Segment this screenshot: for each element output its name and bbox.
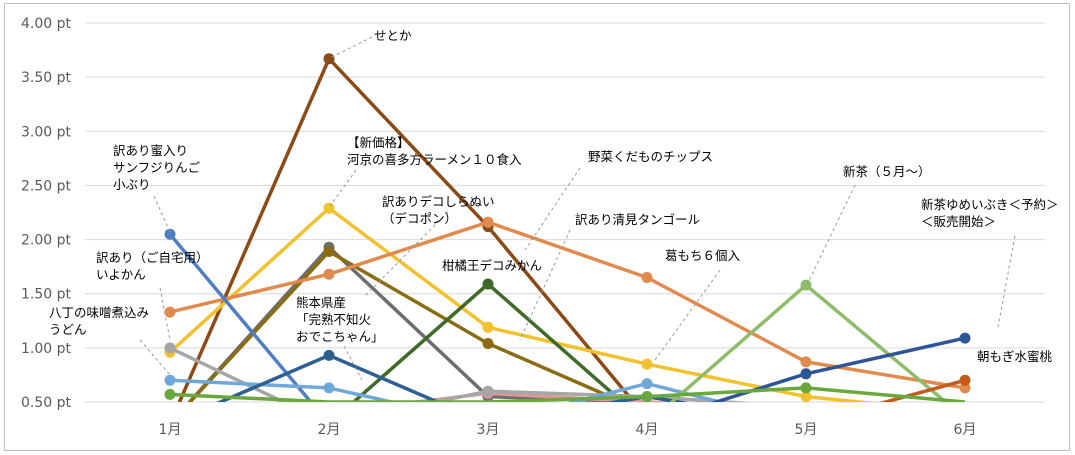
series-8: [164, 342, 753, 402]
annotation-leaders: [139, 36, 1016, 381]
annotation-leader: [329, 169, 357, 207]
data-point: [641, 391, 653, 402]
data-point: [164, 342, 176, 354]
data-point: [323, 53, 335, 65]
y-axis-ticks: 0.50 pt 1.00 pt 1.50 pt 2.00 pt 2.50 pt 3.00 …: [21, 16, 72, 411]
annotation-leader: [159, 287, 171, 341]
data-point: [800, 279, 812, 291]
data-point: [482, 338, 494, 349]
annotation-label: 訳あり清見タンゴール: [575, 212, 700, 227]
data-point: [482, 278, 494, 290]
data-point: [164, 228, 176, 240]
annotation-leader: [329, 36, 373, 59]
data-point: [323, 382, 335, 394]
annotation-label: 八丁の味噌煮込みうどん: [49, 305, 149, 337]
data-point: [641, 378, 653, 390]
series-line: [351, 282, 625, 402]
data-point: [641, 272, 653, 283]
data-point: [800, 356, 812, 368]
series-9: [164, 374, 728, 402]
data-point: [959, 332, 971, 344]
annotation-leader: [139, 339, 171, 376]
annotation-label: 訳ありデコしらぬい（デコポン）: [382, 194, 495, 226]
series-14: [164, 382, 966, 402]
series-1: [164, 202, 877, 402]
data-point: [323, 246, 335, 257]
series-13: [878, 374, 971, 402]
data-point: [323, 202, 335, 214]
y-tick-label: 4.00 pt: [21, 16, 72, 32]
series-11: [669, 279, 949, 402]
y-tick-label: 2.00 pt: [21, 233, 72, 249]
data-point: [641, 358, 653, 370]
data-point: [959, 374, 971, 386]
series-6: [164, 228, 314, 402]
series-line: [168, 233, 314, 402]
series-line: [168, 206, 877, 402]
data-point: [959, 382, 971, 394]
series-line: [169, 220, 966, 390]
data-point: [164, 374, 176, 386]
annotation-leader: [153, 195, 171, 233]
annotation-leader: [524, 167, 581, 251]
annotation-leader: [807, 184, 856, 284]
data-point: [164, 388, 176, 400]
data-point: [482, 321, 494, 333]
annotation-label: 熊本県産「完熟不知火おでこちゃん」: [296, 295, 384, 344]
series-lines: [164, 53, 971, 402]
annotation-label: せとか: [374, 28, 412, 43]
annotation-label: 葛もち６個入: [665, 248, 741, 263]
annotation-leader: [654, 269, 721, 361]
annotation-label: 新茶（５月〜）: [843, 164, 931, 179]
annotation-label: 訳あり（ご自宅用）いよかん: [96, 250, 209, 282]
series-line: [169, 386, 966, 402]
y-tick-label: 3.50 pt: [21, 70, 72, 86]
series-line: [216, 353, 690, 402]
x-tick-label: 6月: [954, 422, 977, 438]
data-point: [482, 216, 494, 228]
series-line: [169, 346, 753, 402]
data-point: [323, 349, 335, 361]
x-axis-ticks: 1月 2月 3月 4月 5月 6月: [159, 422, 977, 438]
x-tick-label: 4月: [636, 422, 659, 438]
annotation-label: 柑橘王デコみかん: [442, 258, 542, 273]
annotation-label: 新茶ゆめいぶき＜予約＞＜販売開始＞: [921, 197, 1059, 229]
annotation-label: 訳あり蜜入りサンフジりんご小ぶり: [113, 143, 201, 192]
data-point: [800, 368, 812, 380]
y-tick-label: 1.00 pt: [21, 341, 72, 357]
data-point: [800, 391, 812, 402]
data-point: [800, 382, 812, 394]
y-tick-label: 3.00 pt: [21, 124, 72, 140]
series-line: [710, 336, 966, 402]
annotation-leader: [519, 229, 571, 341]
x-tick-label: 5月: [795, 422, 818, 438]
series-12: [710, 332, 971, 402]
y-tick-label: 0.50 pt: [21, 395, 72, 411]
annotation-leader: [364, 211, 449, 297]
data-point: [323, 268, 335, 280]
series-line: [169, 378, 728, 402]
series-5: [351, 278, 625, 402]
y-tick-label: 1.50 pt: [21, 287, 72, 303]
series-line: [177, 56, 636, 402]
data-point: [482, 385, 494, 397]
annotation-label: 野菜くだものチップス: [588, 149, 713, 164]
annotation-label: 【新価格】河京の喜多方ラーメン１０食入: [347, 135, 522, 167]
x-tick-label: 3月: [477, 422, 500, 438]
annotation-leader: [343, 345, 363, 381]
x-tick-label: 1月: [159, 422, 182, 438]
annotation-label: 朝もぎ水蜜桃: [977, 349, 1053, 364]
series-4: [164, 216, 971, 394]
y-tick-label: 2.50 pt: [21, 178, 72, 194]
data-point: [164, 306, 176, 318]
x-tick-label: 2月: [318, 422, 341, 438]
annotation-leader: [997, 235, 1016, 328]
series-line: [669, 283, 949, 402]
